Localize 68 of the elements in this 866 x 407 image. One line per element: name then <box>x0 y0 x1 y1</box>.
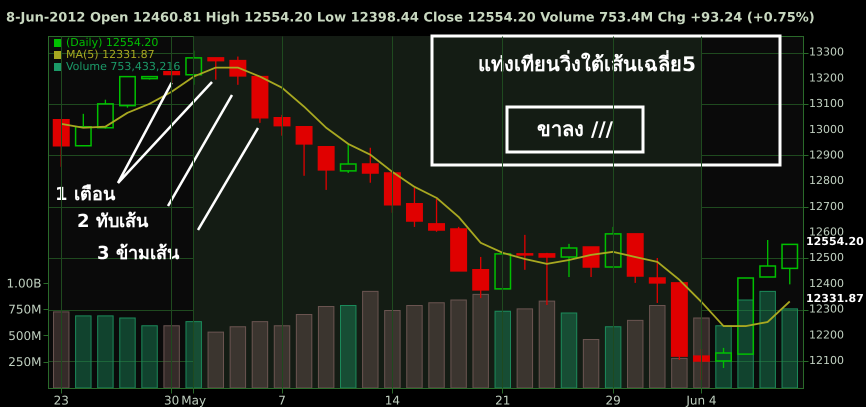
bar <box>318 306 334 388</box>
bar <box>538 300 556 388</box>
annotation: แท่งเทียนวิ่งใต้เส้นเฉลี่ย5 <box>478 49 696 76</box>
x-tick-label: 29 <box>606 394 621 407</box>
y-tick-label: 12500 <box>809 251 844 264</box>
x-tick-label: May <box>181 394 206 407</box>
y-tick-label: 12200 <box>809 328 844 342</box>
bar <box>141 325 158 388</box>
bar <box>759 290 776 388</box>
bar <box>649 305 666 388</box>
y-tick-label: 13200 <box>809 71 844 84</box>
bar <box>252 321 268 388</box>
bar <box>163 325 180 388</box>
legend-label: (Daily) 12554.20 <box>66 36 158 49</box>
annotation: 3 ข้ามเส้น <box>97 243 180 264</box>
bar <box>560 312 578 388</box>
y2-tick-label: 500M <box>8 328 42 343</box>
y-tick-label: 13100 <box>809 97 844 110</box>
y-tick-label: 12300 <box>809 302 844 316</box>
text: 12554.20 <box>806 235 864 248</box>
bar <box>582 338 600 388</box>
bar <box>274 325 290 388</box>
y-tick-label: 13300 <box>809 46 844 59</box>
bar <box>362 290 379 388</box>
y-tick-label: 13000 <box>809 122 844 136</box>
annotation: ขาลง /// <box>537 117 614 141</box>
annotation: 2 ทับเส้น <box>77 211 149 232</box>
bar <box>715 325 732 388</box>
bar <box>296 314 312 388</box>
legend-label: Volume 753,433,216 <box>66 60 180 73</box>
candlestick <box>362 147 379 184</box>
y-tick-label: 12900 <box>809 148 844 162</box>
y-tick-label: 12100 <box>809 354 844 368</box>
y2-tick-label: 250M <box>8 355 42 370</box>
candlestick <box>648 257 666 304</box>
bar <box>185 321 202 388</box>
bar <box>75 315 92 388</box>
bar <box>472 294 489 388</box>
candlestick <box>516 234 534 270</box>
y2-tick-label: 1.00B <box>6 276 42 290</box>
bar <box>384 310 401 388</box>
x-tick-label: 23 <box>54 394 69 407</box>
bar <box>782 308 798 388</box>
bar <box>428 302 445 388</box>
bar <box>208 332 224 388</box>
bar <box>406 305 423 388</box>
text: 12331.87 <box>806 292 864 305</box>
bar <box>450 300 467 388</box>
bar <box>119 318 136 388</box>
bar <box>516 308 534 388</box>
x-tick-label: 30 <box>164 394 180 407</box>
x-tick-label: 14 <box>384 394 400 407</box>
bar <box>53 311 70 388</box>
chart-title: 8-Jun-2012 Open 12460.81 High 12554.20 Low 12398.44 Close 12554.20 Volume 753.4M Chg +93.24 (+0.75%) <box>6 10 815 26</box>
x-tick-label: 7 <box>278 394 286 407</box>
y-tick-label: 12800 <box>809 174 844 188</box>
bar <box>604 326 622 388</box>
y-tick-label: 12400 <box>809 276 844 290</box>
bar <box>494 310 511 388</box>
x-tick-label: Jun 4 <box>685 394 717 407</box>
legend-label: MA(5) 12331.87 <box>66 48 155 61</box>
bar <box>230 326 246 388</box>
bar <box>340 305 356 388</box>
y2-tick-label: 750M <box>8 302 42 317</box>
bar <box>626 320 644 388</box>
bar <box>97 315 114 388</box>
x-tick-label: 21 <box>495 394 510 407</box>
y-tick-label: 12700 <box>809 200 844 213</box>
